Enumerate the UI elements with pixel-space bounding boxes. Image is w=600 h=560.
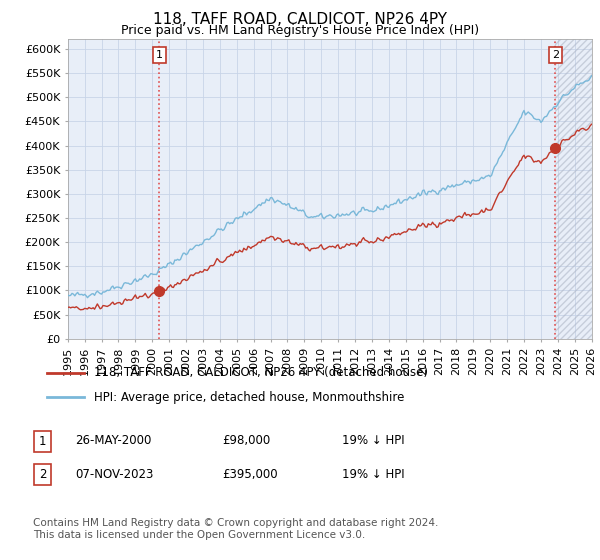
Text: 1: 1 bbox=[156, 50, 163, 60]
Text: 118, TAFF ROAD, CALDICOT, NP26 4PY (detached house): 118, TAFF ROAD, CALDICOT, NP26 4PY (deta… bbox=[94, 366, 428, 379]
Text: Contains HM Land Registry data © Crown copyright and database right 2024.
This d: Contains HM Land Registry data © Crown c… bbox=[33, 518, 439, 540]
Text: Price paid vs. HM Land Registry's House Price Index (HPI): Price paid vs. HM Land Registry's House … bbox=[121, 24, 479, 37]
Text: 2: 2 bbox=[39, 468, 46, 482]
FancyBboxPatch shape bbox=[34, 431, 51, 452]
Text: £98,000: £98,000 bbox=[222, 434, 270, 447]
Text: 19% ↓ HPI: 19% ↓ HPI bbox=[342, 468, 404, 481]
Text: 2: 2 bbox=[552, 50, 559, 60]
Text: 118, TAFF ROAD, CALDICOT, NP26 4PY: 118, TAFF ROAD, CALDICOT, NP26 4PY bbox=[153, 12, 447, 27]
Text: 19% ↓ HPI: 19% ↓ HPI bbox=[342, 434, 404, 447]
Text: HPI: Average price, detached house, Monmouthshire: HPI: Average price, detached house, Monm… bbox=[94, 391, 404, 404]
Text: 26-MAY-2000: 26-MAY-2000 bbox=[75, 434, 151, 447]
Text: 07-NOV-2023: 07-NOV-2023 bbox=[75, 468, 154, 481]
FancyBboxPatch shape bbox=[34, 464, 51, 486]
Text: £395,000: £395,000 bbox=[222, 468, 278, 481]
Text: 1: 1 bbox=[39, 435, 46, 448]
Bar bbox=[555, 39, 592, 339]
